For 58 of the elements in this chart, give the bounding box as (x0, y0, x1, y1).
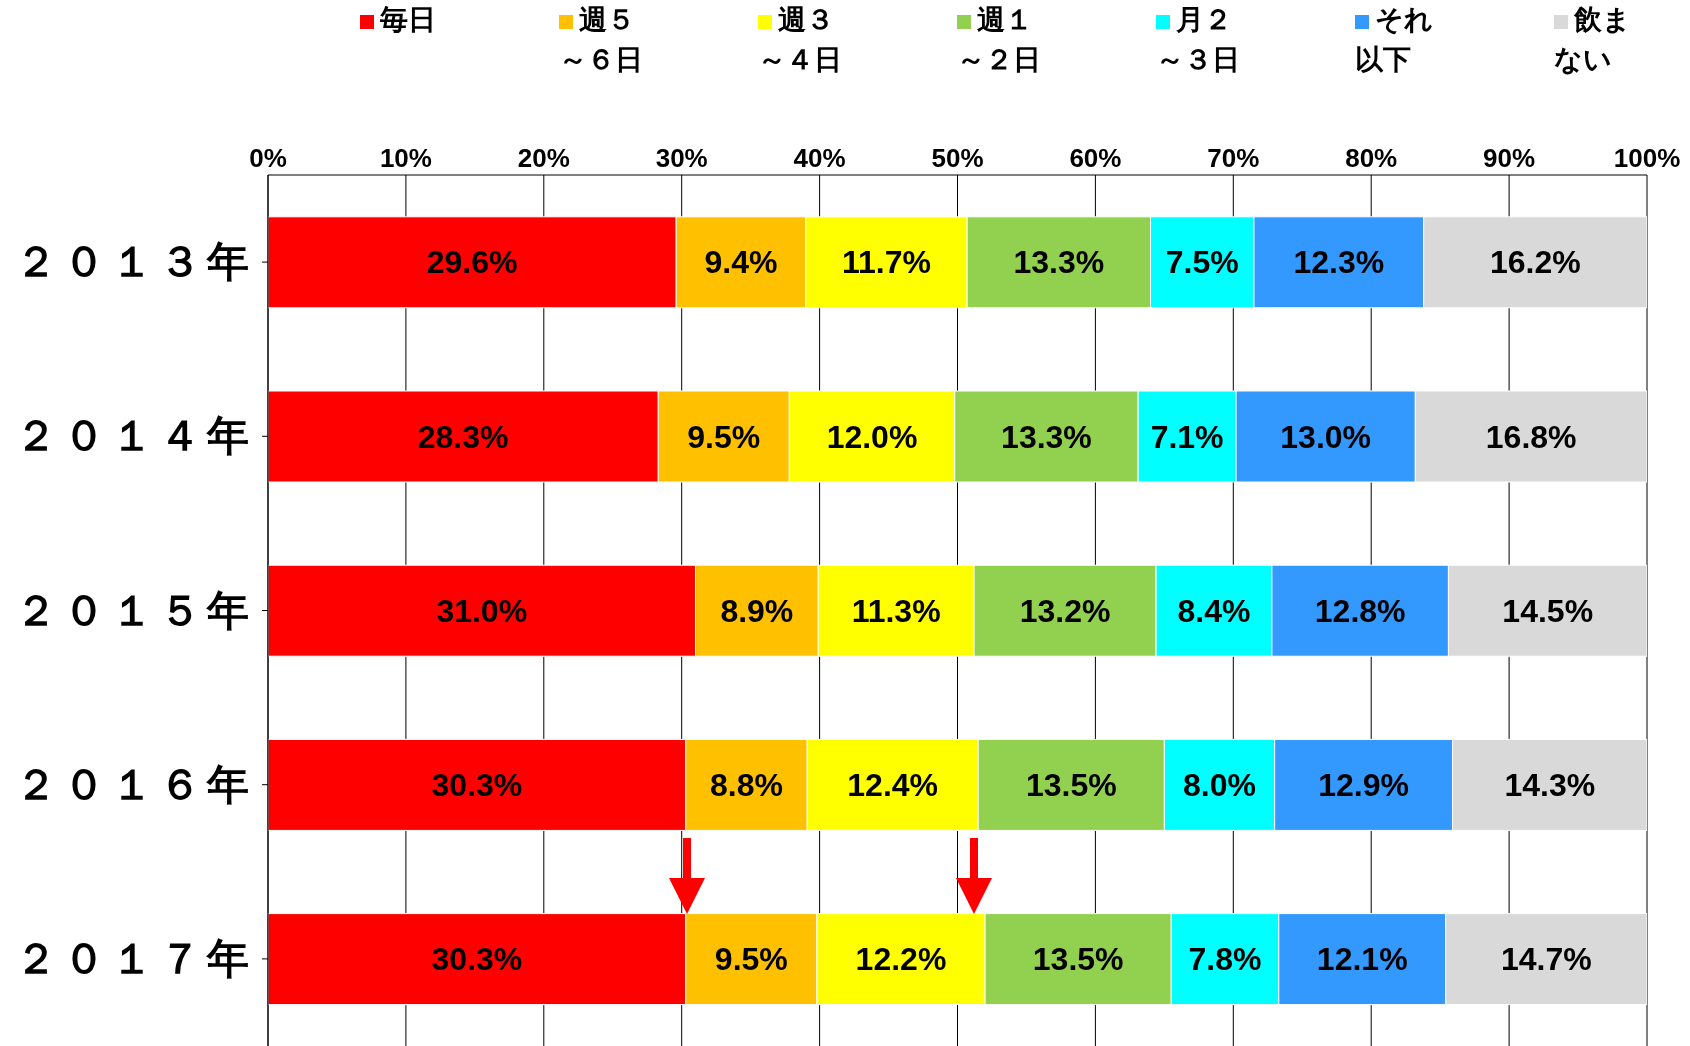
x-tick-label: 100% (1613, 143, 1681, 173)
x-tick-label: 40% (793, 143, 846, 173)
data-label: 29.6% (426, 244, 518, 281)
x-tick-label: 70% (1207, 143, 1260, 173)
data-label: 14.7% (1500, 941, 1592, 978)
x-tick-label: 50% (931, 143, 984, 173)
x-tick-label: 30% (655, 143, 708, 173)
legend-label: 飲まない (1554, 3, 1632, 77)
data-label: 7.1% (1150, 418, 1224, 455)
data-label: 16.2% (1489, 244, 1581, 281)
data-label: 12.3% (1293, 244, 1385, 281)
y-tick-label: ２０１７年 (15, 934, 255, 982)
data-label: 13.5% (1025, 766, 1117, 803)
data-label: 12.0% (826, 418, 918, 455)
data-label: 7.5% (1165, 244, 1239, 281)
data-label: 8.4% (1177, 592, 1251, 629)
legend-label: 週３～４日 (758, 3, 843, 77)
data-label: 12.1% (1316, 941, 1408, 978)
data-label: 13.3% (1001, 418, 1092, 455)
data-label: 30.3% (431, 766, 523, 803)
data-label: 12.8% (1314, 592, 1406, 629)
x-tick-label: 20% (517, 143, 570, 173)
legend-label: 週１～２日 (957, 3, 1042, 77)
legend-label: それ以下 (1355, 3, 1434, 77)
data-label: 9.5% (687, 418, 761, 455)
y-tick-label: ２０１５年 (15, 586, 255, 634)
data-label: 16.8% (1485, 418, 1577, 455)
data-label: 13.5% (1032, 941, 1124, 978)
x-tick-label: 10% (379, 143, 432, 173)
data-label: 13.3% (1013, 244, 1105, 281)
x-tick-label: 80% (1345, 143, 1398, 173)
data-label: 14.3% (1504, 766, 1596, 803)
data-label: 14.5% (1502, 592, 1594, 629)
data-label: 13.0% (1280, 418, 1372, 455)
data-label: 12.4% (847, 766, 939, 803)
x-tick-label: 0% (249, 143, 287, 173)
data-label: 11.3% (851, 592, 941, 629)
y-tick-label: ２０１６年 (15, 760, 255, 808)
data-label: 8.9% (720, 592, 794, 629)
data-label: 11.7% (842, 244, 931, 281)
y-tick-label: ２０１３年 (15, 238, 255, 286)
data-label: 8.8% (710, 766, 783, 803)
data-label: 31.0% (436, 592, 528, 629)
data-label: 28.3% (417, 418, 509, 455)
x-tick-label: 90% (1483, 143, 1536, 173)
y-tick-label: ２０１４年 (15, 412, 255, 460)
data-label: 9.5% (714, 941, 788, 978)
data-label: 30.3% (431, 941, 523, 978)
data-label: 12.2% (855, 941, 947, 978)
legend-label: 毎日 (379, 3, 437, 37)
data-label: 7.8% (1188, 941, 1262, 978)
legend-label: 週５～６日 (559, 3, 644, 77)
data-label: 12.9% (1318, 766, 1409, 803)
data-label: 8.0% (1183, 766, 1256, 803)
x-tick-label: 60% (1069, 143, 1122, 173)
legend-label: 月２～３日 (1156, 3, 1241, 77)
data-label: 13.2% (1019, 592, 1111, 629)
data-label: 9.4% (704, 244, 778, 281)
